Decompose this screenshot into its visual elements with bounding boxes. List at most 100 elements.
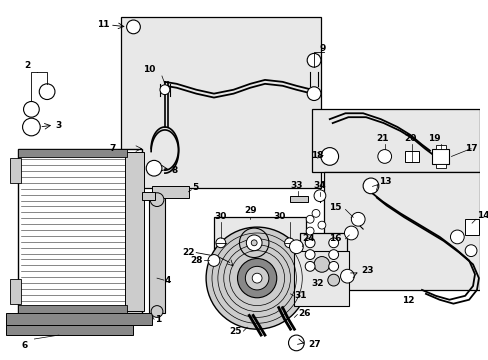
Circle shape (245, 266, 268, 290)
Text: 23: 23 (361, 266, 373, 275)
Circle shape (246, 235, 262, 251)
Text: 29: 29 (244, 206, 256, 215)
Text: 17: 17 (465, 144, 477, 153)
Circle shape (126, 20, 140, 34)
Text: 1: 1 (155, 315, 161, 324)
Text: 26: 26 (298, 309, 310, 318)
Text: 10: 10 (142, 65, 155, 74)
Circle shape (151, 306, 163, 318)
Bar (435, 164, 445, 168)
Bar (18, 149, 142, 314)
Text: 34: 34 (313, 181, 325, 190)
Circle shape (464, 245, 476, 257)
Text: 28: 28 (190, 256, 203, 265)
Circle shape (344, 226, 358, 240)
Circle shape (306, 87, 320, 100)
Circle shape (216, 238, 225, 248)
Circle shape (320, 148, 338, 165)
Bar (6, 314, 152, 325)
Text: 22: 22 (182, 248, 194, 257)
Circle shape (251, 240, 257, 246)
Text: 21: 21 (376, 134, 388, 143)
Bar (435, 145, 445, 149)
Circle shape (146, 160, 162, 176)
Text: 19: 19 (427, 134, 440, 143)
Circle shape (306, 53, 320, 67)
Text: 7: 7 (109, 144, 116, 153)
Text: 27: 27 (307, 340, 320, 349)
Text: 30: 30 (273, 212, 285, 221)
Bar (18, 149, 126, 157)
Circle shape (23, 102, 39, 117)
Circle shape (328, 250, 338, 260)
Circle shape (150, 193, 163, 207)
Circle shape (305, 261, 314, 271)
Circle shape (289, 240, 303, 253)
Bar (124, 152, 144, 311)
Circle shape (288, 335, 304, 351)
Bar (152, 186, 189, 198)
Text: 8: 8 (171, 166, 178, 175)
Text: 12: 12 (402, 296, 414, 305)
Circle shape (207, 255, 220, 266)
Bar (464, 219, 478, 235)
Bar (149, 196, 164, 314)
Circle shape (328, 261, 338, 271)
Text: 6: 6 (21, 341, 28, 350)
Circle shape (313, 257, 329, 272)
Circle shape (311, 210, 319, 217)
Circle shape (305, 227, 313, 235)
Text: 16: 16 (328, 234, 341, 243)
Circle shape (305, 239, 313, 247)
Bar (323, 172, 479, 290)
Text: 5: 5 (192, 183, 198, 192)
Text: 3: 3 (55, 121, 61, 130)
Circle shape (284, 238, 294, 248)
Text: 33: 33 (289, 181, 302, 190)
Text: 24: 24 (302, 234, 314, 243)
Bar (294, 251, 348, 306)
Text: 30: 30 (214, 212, 226, 221)
Circle shape (305, 238, 314, 248)
Circle shape (252, 273, 262, 283)
Circle shape (377, 149, 391, 163)
Circle shape (313, 190, 325, 202)
Circle shape (39, 84, 55, 99)
Bar (121, 17, 320, 188)
Bar (300, 233, 346, 290)
Text: 18: 18 (311, 151, 323, 160)
Circle shape (317, 221, 325, 229)
Bar (214, 217, 305, 270)
Circle shape (363, 178, 378, 194)
Circle shape (350, 212, 365, 226)
Text: 15: 15 (328, 203, 341, 212)
Circle shape (239, 228, 268, 257)
Text: 11: 11 (97, 21, 110, 30)
Text: 2: 2 (24, 61, 31, 70)
Text: 9: 9 (319, 44, 325, 53)
Text: 14: 14 (476, 211, 488, 220)
Circle shape (160, 85, 169, 95)
Bar (289, 196, 307, 202)
Circle shape (340, 269, 354, 283)
Circle shape (237, 258, 276, 298)
Bar (18, 305, 126, 314)
Bar (10, 158, 20, 183)
Bar (431, 149, 448, 164)
Bar (6, 325, 133, 335)
Circle shape (328, 238, 338, 248)
Text: 32: 32 (311, 279, 324, 288)
Circle shape (305, 215, 313, 223)
Text: 4: 4 (164, 276, 171, 285)
Bar (10, 279, 20, 303)
Bar (311, 109, 479, 172)
Text: 31: 31 (294, 291, 306, 300)
Circle shape (205, 227, 307, 329)
Circle shape (305, 250, 314, 260)
Text: 13: 13 (378, 177, 390, 186)
Circle shape (449, 230, 463, 244)
Circle shape (327, 274, 339, 286)
Polygon shape (142, 192, 155, 200)
Bar (405, 150, 418, 162)
Text: 20: 20 (403, 134, 416, 143)
